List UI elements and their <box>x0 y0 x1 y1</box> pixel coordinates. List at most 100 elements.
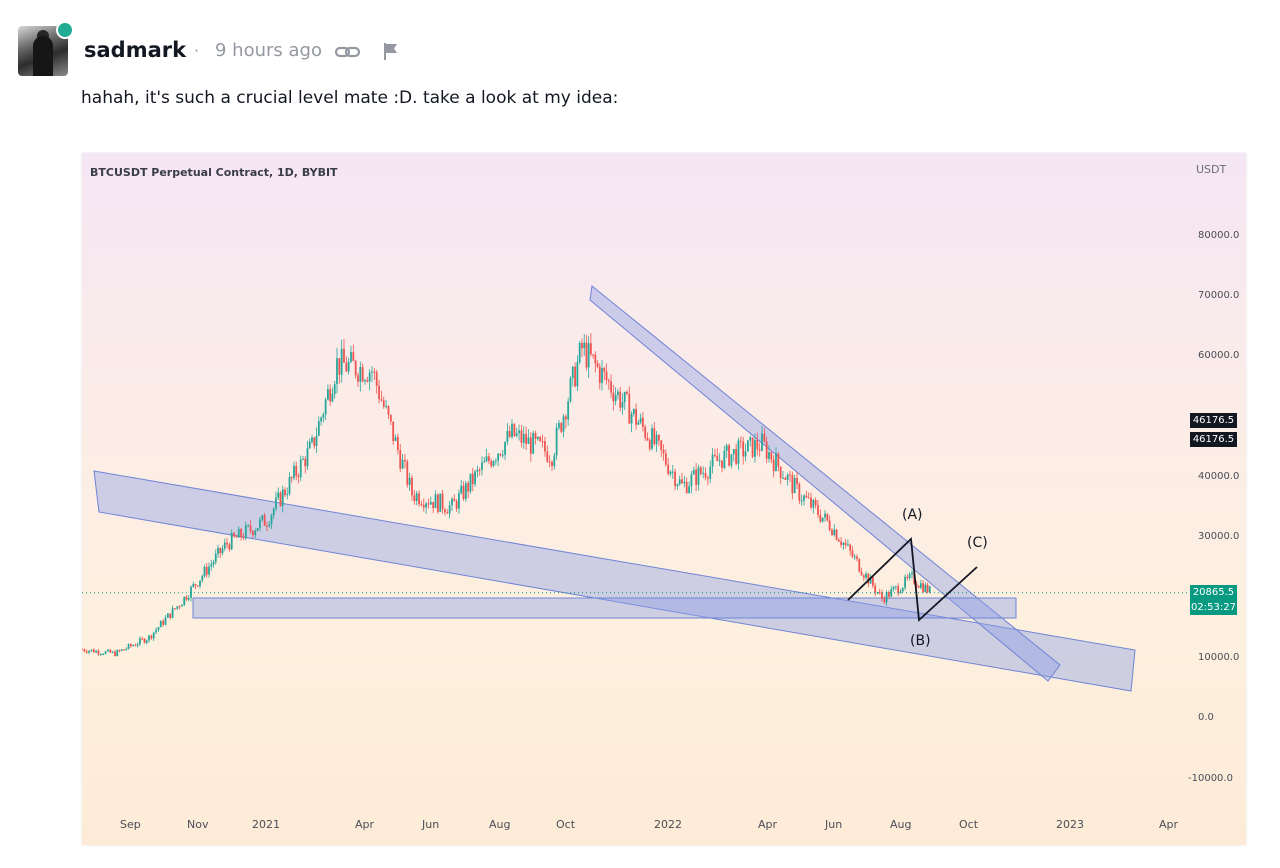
candle-body <box>803 495 805 501</box>
candle-body <box>166 613 169 618</box>
candle-body <box>251 530 254 536</box>
candle-body <box>567 401 570 420</box>
candle-body <box>853 556 856 558</box>
candle-body <box>807 497 810 499</box>
candle-body <box>890 589 893 597</box>
y-tick: 30000.0 <box>1198 531 1240 542</box>
x-tick: 2022 <box>654 818 682 831</box>
candle-body <box>501 454 504 456</box>
candle-body <box>308 441 311 449</box>
y-tick: 40000.0 <box>1198 471 1240 482</box>
candle-body <box>288 477 291 494</box>
candle-body <box>111 651 114 653</box>
price-tag-highlight: 46176.5 <box>1190 413 1237 428</box>
candle-body <box>387 406 390 415</box>
candle-body <box>425 503 428 508</box>
candle-body <box>897 586 900 594</box>
candle-body <box>297 476 300 478</box>
username[interactable]: sadmark <box>84 38 187 62</box>
candle-body <box>671 471 674 473</box>
candle-body <box>851 550 854 557</box>
candle-body <box>651 428 653 449</box>
x-tick: Apr <box>758 818 778 831</box>
candle-body <box>99 654 102 656</box>
candle-body <box>150 635 153 639</box>
x-tick: 2021 <box>252 818 280 831</box>
candle-body <box>171 608 174 618</box>
candle-body <box>793 477 796 494</box>
candle-body <box>782 477 784 479</box>
flag-icon[interactable] <box>382 41 400 61</box>
candle-body <box>474 471 476 485</box>
x-tick: Oct <box>959 818 979 831</box>
candle-body <box>742 441 745 457</box>
candle-body <box>152 632 155 639</box>
candle-body <box>819 514 822 522</box>
candle-body <box>226 542 228 545</box>
candle-body <box>856 556 858 559</box>
candle-body <box>116 650 119 657</box>
candle-body <box>702 472 705 474</box>
candle-body <box>181 604 183 607</box>
candle-body <box>256 528 259 531</box>
candle-body <box>894 586 897 588</box>
candle-body <box>302 458 304 460</box>
candle-body <box>926 584 929 593</box>
link-icon[interactable] <box>334 43 362 61</box>
candle-body <box>404 459 406 462</box>
candle-body <box>865 573 867 578</box>
candle-body <box>589 343 592 355</box>
candle-body <box>791 475 794 494</box>
candle-body <box>674 471 676 487</box>
candle-body <box>97 650 100 655</box>
candle-body <box>847 544 849 546</box>
candle-body <box>418 493 420 505</box>
candle-body <box>223 542 226 549</box>
candle-body <box>635 409 637 425</box>
candle-body <box>455 501 458 509</box>
wave-label-c: (C) <box>967 535 988 551</box>
candle-body <box>169 613 172 618</box>
candle-body <box>603 368 606 372</box>
candle-body <box>448 505 451 514</box>
candle-body <box>174 608 176 610</box>
candle-body <box>279 492 282 506</box>
candle-body <box>263 515 266 526</box>
candle-body <box>203 566 206 576</box>
candle-body <box>187 598 190 600</box>
candle-body <box>254 530 257 536</box>
candle-body <box>619 391 622 408</box>
candle-body <box>478 469 481 471</box>
candle-body <box>499 453 502 456</box>
candle-body <box>120 649 123 651</box>
candle-body <box>858 558 861 572</box>
candle-body <box>518 430 520 434</box>
candle-body <box>275 497 277 509</box>
candle-body <box>612 392 615 402</box>
candle-body <box>810 497 812 508</box>
candle-body <box>145 640 148 643</box>
candle-body <box>594 354 597 364</box>
candle-body <box>655 434 658 444</box>
candle-body <box>109 649 112 653</box>
candle-body <box>800 500 803 502</box>
candle-body <box>299 459 302 478</box>
candle-body <box>221 548 224 554</box>
candle-body <box>272 508 275 516</box>
candle-body <box>485 456 488 462</box>
candle-body <box>798 483 801 501</box>
timestamp[interactable]: 9 hours ago <box>215 40 322 61</box>
comment-text: hahah, it's such a crucial level mate :D… <box>81 88 619 108</box>
candle-body <box>574 366 576 387</box>
candle-body <box>212 562 215 565</box>
candle-body <box>777 453 780 467</box>
candle-body <box>564 416 567 420</box>
candle-body <box>127 644 130 649</box>
candle-body <box>711 454 714 467</box>
candle-body <box>490 461 493 466</box>
chart-image[interactable]: BTCUSDT Perpetual Contract, 1D, BYBIT US… <box>82 153 1246 845</box>
candle-body <box>331 393 334 402</box>
candle-body <box>601 368 603 383</box>
candle-body <box>833 529 836 536</box>
abc-projection-line <box>847 537 978 622</box>
